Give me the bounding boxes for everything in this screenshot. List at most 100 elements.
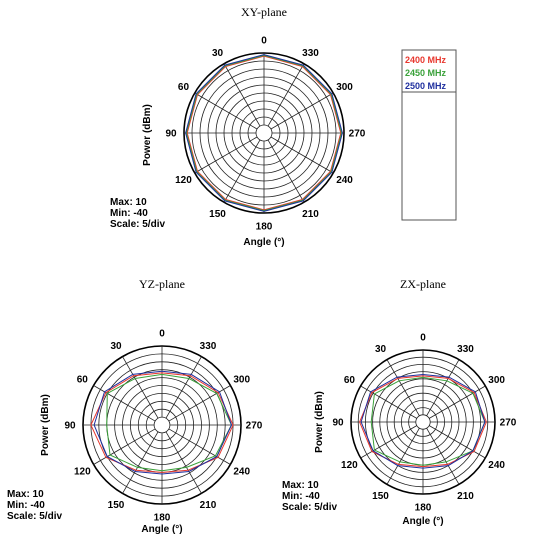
yz-plane-series-2500-mhz (93, 370, 233, 475)
yz-plane-xlabel: Angle (°) (141, 524, 182, 535)
zx-plane-info-line: Min: -40 (282, 491, 320, 502)
zx-plane-spoke (386, 359, 420, 416)
xy-plane-ylabel: Power (dBm) (142, 104, 153, 166)
yz-plane-spoke (165, 431, 202, 494)
zx-plane-spoke (426, 359, 460, 416)
xy-plane-series-2450-mhz (185, 54, 343, 212)
zx-plane-angle-tick: 240 (488, 460, 505, 471)
zx-plane-angle-tick: 210 (457, 491, 474, 502)
yz-plane-spoke (165, 356, 202, 419)
zx-plane-angle-tick: 300 (488, 375, 505, 386)
xy-plane-angle-tick: 30 (212, 48, 224, 59)
zx-plane-angle-tick: 270 (500, 418, 517, 429)
yz-plane-series-2400-mhz (90, 372, 234, 473)
xy-plane-angle-tick: 330 (302, 48, 319, 59)
zx-plane-angle-tick: 180 (415, 503, 432, 514)
xy-plane-info-line: Max: 10 (110, 197, 147, 208)
yz-plane-spoke (93, 385, 156, 422)
xy-plane-spoke (194, 92, 258, 130)
xy-plane-angle-tick: 90 (165, 129, 177, 140)
xy-plane-xlabel: Angle (°) (243, 237, 284, 248)
zx-plane-ylabel: Power (dBm) (314, 391, 325, 453)
zx-plane-spoke (360, 385, 417, 419)
yz-plane-angle-tick: 0 (159, 329, 165, 340)
yz-plane-angle-tick: 210 (200, 500, 217, 511)
xy-plane-ring (255, 124, 273, 142)
zx-plane-ring (415, 414, 431, 430)
xy-plane-info-line: Min: -40 (110, 208, 148, 219)
zx-plane-spoke (429, 425, 486, 459)
xy-plane-spoke (194, 136, 258, 174)
zx-plane-angle-tick: 330 (457, 344, 474, 355)
legend-header-box (401, 49, 457, 93)
legend-item-2500: 2500 MHz (405, 81, 447, 91)
yz-plane-info-line: Min: -40 (7, 500, 45, 511)
legend-box (401, 49, 457, 221)
xy-plane-spoke (270, 92, 334, 130)
zx-plane-angle-tick: 60 (344, 375, 356, 386)
legend: 2400 MHz 2450 MHz 2500 MHz (401, 49, 457, 221)
zx-plane-xlabel: Angle (°) (402, 516, 443, 527)
xy-plane-title: XY-plane (241, 5, 287, 19)
yz-plane-spoke (168, 428, 231, 465)
xy-plane-angle-tick: 300 (336, 82, 353, 93)
legend-item-2400: 2400 MHz (405, 55, 447, 65)
xy-plane-angle-tick: 60 (178, 82, 190, 93)
yz-plane-info-line: Max: 10 (7, 489, 44, 500)
zx-plane-angle-tick: 90 (332, 418, 344, 429)
xy-plane-spoke (267, 63, 305, 127)
yz-plane-spoke (168, 385, 231, 422)
yz-plane-angle-tick: 330 (200, 341, 217, 352)
xy-plane-angle-tick: 210 (302, 209, 319, 220)
xy-plane-angle-tick: 150 (209, 209, 226, 220)
yz-plane-series-2450-mhz (106, 373, 233, 472)
xy-plane-angle-tick: 270 (349, 129, 366, 140)
xy-plane-spoke (223, 139, 261, 203)
zx-plane-spoke (360, 425, 417, 459)
zx-plane-angle-tick: 0 (420, 333, 426, 344)
zx-plane-chart: ZX-plane 0 30 60 90 120 150 180 210 240 270 300 330 A… (282, 277, 517, 527)
xy-plane-spoke (267, 139, 305, 203)
yz-plane-angle-tick: 60 (77, 375, 89, 386)
xy-plane-spoke (223, 63, 261, 127)
xy-plane-angle-tick: 0 (261, 36, 267, 47)
zx-plane-angle-tick: 120 (341, 460, 358, 471)
zx-plane-series-2500-mhz (360, 373, 486, 469)
xy-plane-angle-tick: 120 (175, 175, 192, 186)
zx-plane-spoke (429, 385, 486, 419)
yz-plane-angle-tick: 240 (233, 467, 250, 478)
xy-plane-series-2400-mhz (186, 55, 342, 211)
zx-plane-title: ZX-plane (400, 277, 446, 291)
yz-plane-spoke (93, 428, 156, 465)
zx-plane-series-2450-mhz (370, 376, 486, 466)
zx-plane-angle-tick: 30 (375, 344, 387, 355)
xy-plane-series-2500-mhz (185, 54, 343, 212)
xy-plane-chart: XY-plane 0 30 60 90 120 150 180 210 240 270 300 330 A… (110, 5, 366, 248)
yz-plane-spoke (122, 431, 159, 494)
xy-plane-angle-tick: 180 (256, 222, 273, 233)
yz-plane-angle-tick: 300 (233, 375, 250, 386)
yz-plane-angle-tick: 180 (154, 513, 171, 524)
yz-plane-info-line: Scale: 5/div (7, 511, 62, 522)
zx-plane-angle-tick: 150 (372, 491, 389, 502)
yz-plane-angle-tick: 270 (246, 421, 263, 432)
zx-plane-spoke (426, 428, 460, 485)
legend-item-2450: 2450 MHz (405, 68, 447, 78)
yz-plane-spoke (122, 356, 159, 419)
yz-plane-ylabel: Power (dBm) (40, 394, 51, 456)
yz-plane-angle-tick: 30 (110, 341, 122, 352)
xy-plane-spoke (270, 136, 334, 174)
zx-plane-series-2400-mhz (359, 375, 487, 468)
zx-plane-info-line: Max: 10 (282, 480, 319, 491)
xy-plane-info-line: Scale: 5/div (110, 219, 165, 230)
yz-plane-angle-tick: 150 (108, 500, 125, 511)
yz-plane-title: YZ-plane (139, 277, 185, 291)
zx-plane-spoke (386, 428, 420, 485)
yz-plane-chart: YZ-plane 0 30 60 90 120 150 180 210 240 270 300 330 A… (7, 277, 263, 535)
yz-plane-angle-tick: 90 (64, 421, 76, 432)
zx-plane-info-line: Scale: 5/div (282, 502, 337, 513)
yz-plane-angle-tick: 120 (74, 467, 91, 478)
yz-plane-ring (153, 416, 171, 434)
xy-plane-angle-tick: 240 (336, 175, 353, 186)
